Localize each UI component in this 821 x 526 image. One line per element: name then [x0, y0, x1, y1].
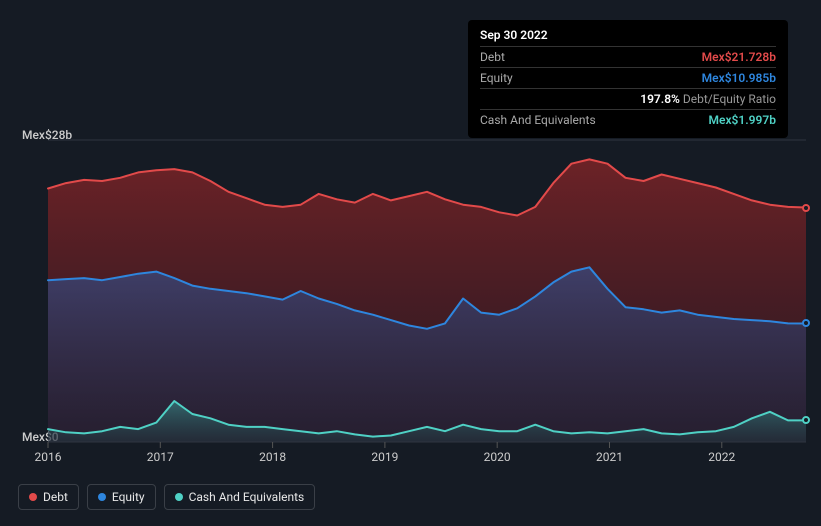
x-axis-tick-label: 2016 [35, 450, 62, 464]
x-axis-tick-label: 2022 [708, 450, 735, 464]
x-axis-tick-label: 2017 [147, 450, 174, 464]
x-axis-tick-label: 2020 [484, 450, 511, 464]
series-end-marker-debt [802, 204, 810, 212]
legend-item-label: Equity [112, 490, 145, 504]
legend-item-cash-and-equivalents[interactable]: Cash And Equivalents [164, 484, 316, 510]
tooltip-row: 197.8% Debt/Equity Ratio [480, 88, 776, 109]
tooltip-row-value: Mex$10.985b [702, 71, 776, 85]
tooltip-row-value: Mex$1.997b [709, 113, 776, 127]
tooltip-row: Equity Mex$10.985b [480, 67, 776, 88]
chart-legend: Debt Equity Cash And Equivalents [18, 484, 315, 510]
legend-dot-icon [98, 493, 106, 501]
legend-item-label: Cash And Equivalents [189, 490, 305, 504]
legend-dot-icon [29, 493, 37, 501]
legend-item-debt[interactable]: Debt [18, 484, 79, 510]
tooltip-row: Debt Mex$21.728b [480, 46, 776, 67]
tooltip-date: Sep 30 2022 [480, 28, 776, 46]
x-axis-tick-label: 2021 [596, 450, 623, 464]
tooltip-row-label: Equity [480, 71, 513, 85]
legend-item-label: Debt [43, 490, 68, 504]
tooltip-row-label: Cash And Equivalents [480, 113, 596, 127]
tooltip-row-label: Debt [480, 50, 505, 64]
legend-item-equity[interactable]: Equity [87, 484, 156, 510]
tooltip-row-value: 197.8% Debt/Equity Ratio [640, 92, 776, 106]
x-axis-tick-label: 2018 [259, 450, 286, 464]
chart-tooltip: Sep 30 2022 Debt Mex$21.728b Equity Mex$10.… [468, 20, 788, 138]
tooltip-row: Cash And Equivalents Mex$1.997b [480, 109, 776, 130]
series-end-marker-equity [802, 319, 810, 327]
x-axis-tick-label: 2019 [371, 450, 398, 464]
legend-dot-icon [175, 493, 183, 501]
series-end-marker-cash [802, 416, 810, 424]
tooltip-row-value: Mex$21.728b [702, 50, 776, 64]
